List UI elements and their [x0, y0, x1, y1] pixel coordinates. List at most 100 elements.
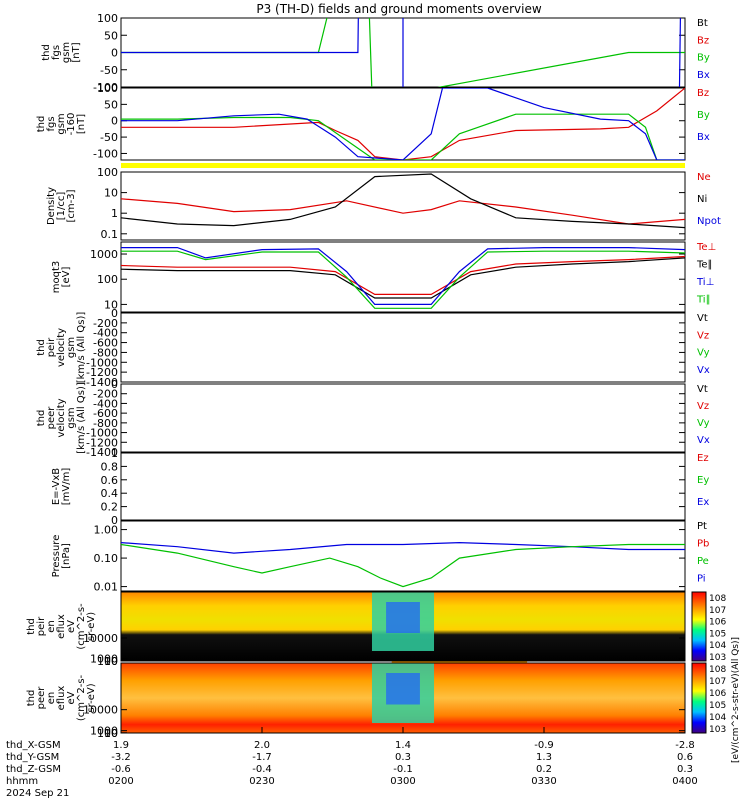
y-tick-label: 0: [111, 514, 118, 527]
series-Ne: [121, 198, 685, 225]
y-tick-label: 0.1: [101, 228, 119, 241]
y-tick-label: 1000: [90, 653, 118, 666]
ephem-value: -0.1: [393, 764, 413, 775]
y-axis-label: thd fgs gsm -160 [nT]: [36, 113, 87, 136]
y-tick-label: -1000: [86, 356, 118, 369]
flag-bar: [121, 163, 685, 168]
y-axis-label-line: [mV/m]: [61, 468, 72, 506]
y-axis-label-line: [km/s (All Qs)]: [76, 312, 87, 384]
y-axis-label: thd peir velocity gsm [km/s (All Qs)]: [36, 312, 87, 384]
y-tick-label: 0: [111, 47, 118, 60]
panel-frame: [120, 171, 686, 241]
ephem-value: -3.2: [111, 752, 131, 763]
y-axis-label-line: thd: [41, 44, 52, 61]
panel-frame: [120, 87, 686, 161]
y-tick-label: 10: [104, 187, 118, 200]
y-axis-label-line: E=-VxB: [51, 468, 62, 505]
y-tick-label: -50: [100, 131, 118, 144]
y-axis-label-line: peir: [36, 616, 47, 636]
y-axis-label-line: thd: [26, 618, 37, 635]
y-tick-label: 0: [111, 378, 118, 391]
colorbar-tick: 104: [709, 713, 726, 723]
y-axis-label-line: eV: [66, 691, 77, 704]
panel-pressure: 1.00 0.10 0.01 Pressure [nPa] Pt Pb Pe Pi: [51, 520, 709, 594]
legend-Ex: Ex: [697, 497, 709, 508]
series-Pi: [121, 541, 685, 554]
ephem-value: 0.3: [677, 764, 693, 775]
y-tick-label: -100: [93, 147, 118, 160]
ephem-row-label: thd_Z-GSM: [6, 764, 61, 775]
y-axis-label-line: en: [46, 620, 57, 633]
y-axis-label-line: velocity: [56, 328, 67, 367]
y-axis-label-line: [nT]: [71, 42, 82, 62]
legend-Bz: Bz: [697, 88, 709, 99]
ephem-row-label: thd_X-GSM: [6, 740, 61, 751]
y-axis-label-line: thd: [36, 410, 47, 427]
colorbar-tick: 108: [709, 594, 726, 604]
y-tick-label: 0.10: [94, 552, 119, 565]
legend-Ne: Ne: [697, 172, 711, 183]
ephem-value: 0.6: [677, 752, 693, 763]
ephem-value: -0.9: [534, 740, 554, 751]
y-axis-label: Pressure [nPa]: [51, 535, 72, 578]
panel-temperature: 1000 100 10 moqt3 [eV] Te⊥ Te∥ Ti⊥ Ti∥: [51, 241, 716, 313]
y-axis-label-line: moqt3: [51, 261, 62, 294]
y-axis-label-line: sr-eV): [86, 683, 97, 712]
heatmap-center-core: [386, 602, 420, 634]
y-tick-label: -400: [93, 327, 118, 340]
y-axis-label-line: -160: [66, 113, 77, 136]
y-axis-label-line: eV: [66, 620, 77, 633]
y-tick-label: -800: [93, 417, 118, 430]
y-tick-label: -50: [100, 64, 118, 77]
y-tick-label: -200: [93, 388, 118, 401]
y-tick-label: 10: [104, 298, 118, 311]
y-axis-label: moqt3 [eV]: [51, 261, 72, 294]
y-tick-label: -600: [93, 337, 118, 350]
panel-density: 100 10 1 0.1 Density [1/cc] [cm-3] Ne Ni Npot: [46, 166, 721, 241]
ephem-value: -0.6: [111, 764, 131, 775]
y-axis-label-line: thd: [36, 116, 47, 133]
y-tick-label: -1200: [86, 436, 118, 449]
legend-Ti⊥: Ti⊥: [696, 277, 714, 288]
y-tick-label: 100: [97, 655, 118, 668]
y-tick-label: 100: [97, 273, 118, 286]
y-axis-label-line: eflux: [56, 686, 67, 711]
y-axis-label-line: [nT]: [76, 114, 87, 134]
y-tick-label: 0.4: [101, 487, 119, 500]
panel-frame: [120, 312, 686, 383]
y-tick-label: 50: [104, 98, 118, 111]
y-axis-label-line: [km/s (All Qs)]: [76, 382, 87, 454]
ephem-value: 0300: [390, 776, 415, 787]
legend-Bt: Bt: [697, 18, 708, 29]
y-tick-label: 1.00: [94, 524, 119, 537]
legend-Vx: Vx: [697, 365, 710, 376]
y-axis-label-line: fgs: [46, 116, 57, 131]
y-tick-label: 0: [111, 115, 118, 128]
legend-Vz: Vz: [697, 401, 709, 412]
y-tick-label: 1: [111, 207, 118, 220]
date-label: 2024 Sep 21: [6, 788, 69, 799]
y-tick-label: -1000: [86, 427, 118, 440]
y-tick-label: 10000: [83, 704, 118, 717]
ephem-value: -1.7: [252, 752, 272, 763]
y-tick-label: 1: [111, 447, 118, 460]
y-axis-label-line: fgs: [51, 45, 62, 60]
colorbar-tick: 103: [709, 653, 726, 663]
panel-frame: [120, 241, 686, 313]
y-axis-label: E=-VxB [mV/m]: [51, 468, 72, 506]
ephem-value: 0230: [249, 776, 274, 787]
y-tick-label: -100: [93, 81, 118, 94]
legend-Ti∥: Ti∥: [696, 295, 711, 306]
ephem-value: 0330: [531, 776, 556, 787]
colorbar-tick: 106: [709, 618, 726, 628]
y-tick-label: 100: [97, 82, 118, 95]
y-tick-label: 10: [104, 727, 118, 740]
legend-Vx: Vx: [697, 435, 710, 446]
y-tick-label: -200: [93, 317, 118, 330]
panel-frame: [120, 520, 686, 592]
colorbar-label: [eV/(cm^2-s-str-eV)(All Qs)]: [731, 637, 741, 763]
y-axis-label: thd peir en eflux eV (cm^2-s-sr-eV): [26, 603, 97, 650]
